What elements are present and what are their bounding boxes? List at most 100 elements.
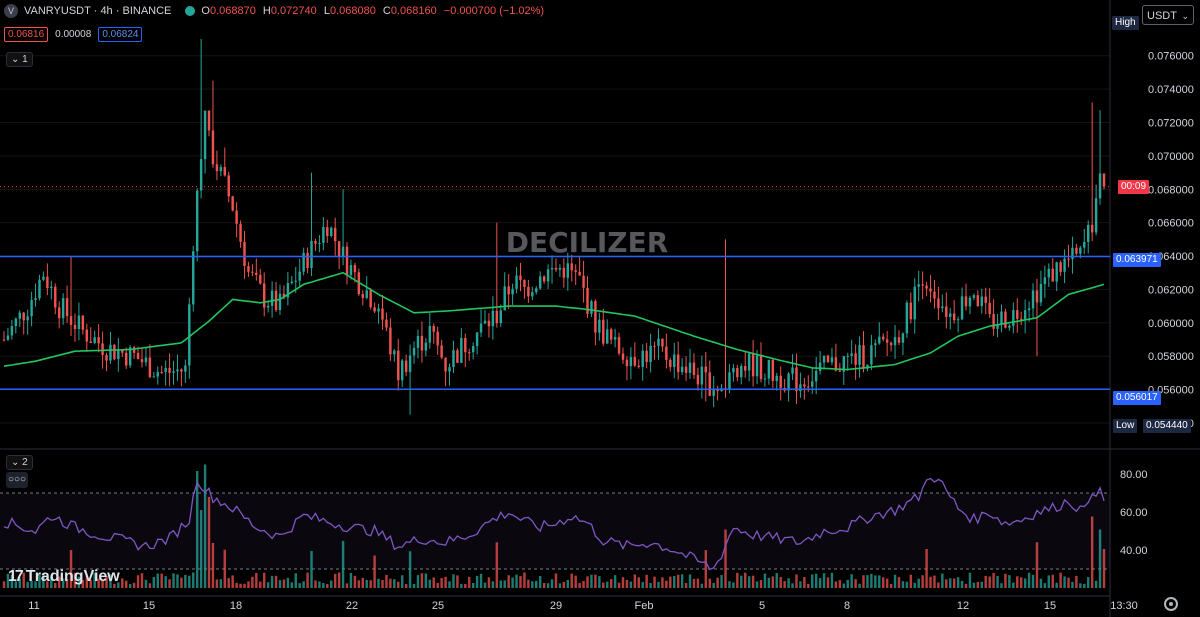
settings-gear-icon[interactable] <box>1164 597 1178 611</box>
volume-bar <box>34 581 37 588</box>
candle-body <box>889 342 893 346</box>
candle-body <box>306 252 309 269</box>
volume-bar <box>704 550 708 588</box>
volume-bar <box>432 577 435 588</box>
candle-body <box>6 335 10 340</box>
tradingview-logo[interactable]: 17 TradingView <box>8 568 120 586</box>
volume-bar <box>404 584 408 588</box>
volume-bar <box>211 542 215 588</box>
candle-body <box>881 336 885 340</box>
price-axis-label: 0.060000 <box>1148 318 1194 330</box>
volume-bar <box>838 580 842 588</box>
volume-bar <box>160 573 163 588</box>
candle-body <box>613 337 617 340</box>
candle-body <box>50 286 53 289</box>
candle-body <box>203 110 207 160</box>
volume-bar <box>97 578 100 588</box>
volume-bar <box>1063 576 1066 588</box>
volume-bar <box>941 573 944 588</box>
volume-bar <box>590 574 593 588</box>
candle-body <box>389 327 392 355</box>
candle-body <box>1023 310 1027 320</box>
candle-body <box>661 338 664 347</box>
volume-bar <box>1075 575 1078 588</box>
candle-body <box>846 355 849 357</box>
volume-bar <box>306 572 309 588</box>
candle-body <box>515 275 518 289</box>
volume-bar <box>830 572 834 588</box>
volume-bar <box>570 573 573 588</box>
volume-bar <box>633 574 637 588</box>
candle-body <box>992 314 995 329</box>
buy-price-button[interactable]: 0.06824 <box>98 27 143 42</box>
candle-body <box>132 347 136 353</box>
candle-body <box>566 263 570 278</box>
candle-body <box>483 320 487 324</box>
volume-bar <box>554 573 558 588</box>
candle-body <box>456 350 459 363</box>
candle-body <box>128 347 132 366</box>
candle-body <box>160 372 163 374</box>
volume-bar <box>1079 583 1082 588</box>
candle-body <box>262 283 266 308</box>
candle-body <box>148 357 152 378</box>
candle-body <box>779 375 782 389</box>
candle-body <box>286 283 290 298</box>
candle-body <box>909 302 913 320</box>
candle-body <box>684 366 688 373</box>
volume-bar <box>282 579 286 588</box>
candle-body <box>211 130 215 165</box>
volume-bar <box>929 576 932 588</box>
candle-body <box>854 353 857 365</box>
candle-body <box>1019 318 1023 320</box>
symbol-name: VANRYUSDT <box>24 5 91 17</box>
volume-bar <box>2 581 6 588</box>
currency-select[interactable]: USDT ⌄ <box>1142 5 1194 25</box>
volume-bar <box>140 573 144 588</box>
collapse-pane-2-button[interactable]: ⌄ 2 <box>6 455 33 470</box>
volume-bar <box>168 579 171 588</box>
volume-bar <box>262 572 266 588</box>
candle-body <box>637 365 640 367</box>
volume-bar <box>933 575 936 588</box>
candle-body <box>381 308 384 320</box>
volume-bar <box>468 576 471 588</box>
candle-body <box>763 378 767 380</box>
volume-bar <box>456 575 459 588</box>
ohlc-key: H <box>262 5 271 17</box>
sell-price-button[interactable]: 0.06816 <box>4 27 49 42</box>
candle-body <box>479 323 483 333</box>
volume-bar <box>314 580 317 588</box>
volume-bar <box>960 580 964 588</box>
volume-bar <box>740 575 743 588</box>
candle-body <box>1035 290 1039 303</box>
volume-bar <box>807 583 810 588</box>
volume-bar <box>1087 577 1090 588</box>
volume-bar <box>606 581 609 588</box>
candle-body <box>26 316 29 321</box>
volume-bar <box>763 573 767 588</box>
volume-bar <box>385 574 388 588</box>
candle-body <box>629 357 633 367</box>
candle-body <box>1059 262 1062 272</box>
volume-bar <box>905 581 909 588</box>
price-axis-label: 0.058000 <box>1148 351 1194 363</box>
market-status-icon[interactable] <box>185 6 196 16</box>
volume-bar <box>862 575 865 588</box>
collapse-pane-1-button[interactable]: ⌄ 1 <box>6 52 33 67</box>
time-axis-label: 11 <box>28 600 39 612</box>
candle-body <box>905 302 909 334</box>
candle-body <box>933 291 936 299</box>
symbol-title[interactable]: VANRYUSDT · 4h · BINANCE <box>24 5 171 17</box>
price-axis-label: 0.068000 <box>1148 184 1194 196</box>
candle-body <box>771 359 775 381</box>
candle-body <box>617 337 621 354</box>
volume-bar <box>353 575 357 588</box>
candle-body <box>18 312 21 319</box>
candle-body <box>61 298 65 319</box>
more-options-button[interactable]: ○○○ <box>6 472 28 488</box>
candle-body <box>799 384 802 392</box>
candle-body <box>452 350 455 368</box>
candle-body <box>704 366 708 373</box>
